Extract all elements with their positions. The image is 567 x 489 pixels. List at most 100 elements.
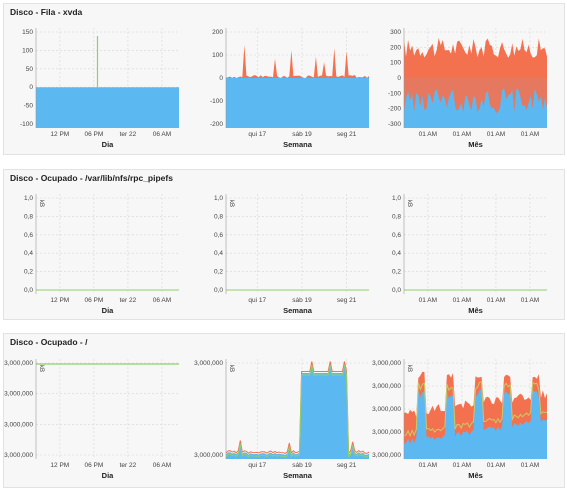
x-axis-label: Dia (102, 306, 115, 315)
x-tick-label: qui 17 (248, 297, 266, 304)
x-tick-label: sáb 19 (292, 297, 312, 304)
y-tick-label: -100 (388, 90, 401, 97)
x-tick-label: qui 17 (248, 131, 266, 138)
unit-label: kB (228, 200, 234, 207)
y-tick-label: 150 (22, 29, 33, 36)
chart-svg: 150 100 50 0 -50 -100 12 PM 06 PM ter 22 06 AM Dia (20, 28, 179, 149)
series-area-blue (36, 87, 179, 128)
y-tick-label: 3,000,000 (372, 406, 401, 413)
x-tick-label: 01 AM (487, 297, 505, 304)
y-tick-label: 0,2 (214, 269, 223, 276)
chart-svg: 1,0 0,8 0,6 0,4 0,2 0,0 12 PM 06 PM ter 22 06 AM k… (24, 194, 179, 315)
unit-label: kB (406, 365, 412, 372)
x-axis-label: Dia (102, 471, 115, 480)
y-tick-label: 100 (390, 60, 401, 67)
chart-0-2: 300 200 100 0 -100 -200 -300 01 AM 01 AM 01 AM 01 … (368, 20, 551, 149)
y-tick-label: 3,000,000 (4, 360, 33, 367)
chart-0-0: 150 100 50 0 -50 -100 12 PM 06 PM ter 22 06 AM Dia (0, 20, 183, 149)
series-line-red (225, 361, 370, 455)
y-tick-label: 1,0 (392, 195, 401, 202)
y-tick-label: 0,6 (392, 232, 401, 239)
series-area-blue (226, 78, 369, 128)
x-axis-label: Semana (283, 306, 313, 315)
chart-svg: 3,000,000 3,000,000 3,000,000 3,000,000 12 P… (4, 359, 179, 480)
series-line-green (225, 364, 370, 458)
y-tick-label: 3,000,000 (194, 452, 223, 459)
chart-2-0: 3,000,000 3,000,000 3,000,000 3,000,000 12 P… (0, 351, 183, 480)
chart-svg: 1,0 0,8 0,6 0,4 0,2 0,0 01 AM 01 AM 01 AM 01 AM kB… (392, 194, 547, 315)
x-tick-label: qui 17 (248, 462, 266, 469)
chart-2-2: 3,000,000 3,000,000 3,000,000 3,000,000 3,00… (368, 351, 551, 480)
series-area-blue (404, 389, 547, 459)
y-tick-label: -200 (388, 106, 401, 113)
y-tick-label: 1,0 (24, 195, 33, 202)
y-tick-label: 0,0 (214, 287, 223, 294)
x-axis-label: Mês (468, 140, 483, 149)
y-tick-label: 3,000,000 (372, 429, 401, 436)
chart-1-2: 1,0 0,8 0,6 0,4 0,2 0,0 01 AM 01 AM 01 AM 01 AM kB… (368, 186, 551, 315)
panel-title: Disco - Ocupado - / (10, 337, 88, 347)
y-tick-label: 0,2 (24, 269, 33, 276)
x-tick-label: 01 AM (487, 131, 505, 138)
chart-1-1: 1,0 0,8 0,6 0,4 0,2 0,0 qui 17 sáb 19 seg 21 kB Se… (190, 186, 373, 315)
x-tick-label: sáb 19 (292, 462, 312, 469)
x-tick-label: 01 AM (453, 462, 471, 469)
x-tick-label: 12 PM (50, 462, 69, 469)
x-tick-label: 01 AM (521, 297, 539, 304)
x-tick-label: 01 AM (521, 462, 539, 469)
series-line-green (403, 381, 548, 438)
chart-svg: 3,000,000 3,000,000 qui 17 sáb 19 seg 21 kB Se… (194, 359, 370, 480)
series-area-red (226, 44, 369, 78)
y-tick-label: 0,6 (214, 232, 223, 239)
y-tick-label: 3,000,000 (372, 452, 401, 459)
y-tick-label: -200 (210, 121, 223, 128)
y-tick-label: -50 (24, 103, 34, 110)
x-tick-label: 06 AM (153, 131, 171, 138)
x-axis-label: Mês (468, 471, 483, 480)
x-tick-label: 01 AM (453, 131, 471, 138)
y-tick-label: 50 (26, 66, 34, 73)
y-tick-label: 0,8 (392, 213, 401, 220)
x-tick-label: 01 AM (419, 462, 437, 469)
x-axis-label: Semana (283, 140, 313, 149)
x-axis-label: Dia (102, 140, 115, 149)
x-tick-label: 01 AM (419, 131, 437, 138)
chart-svg: 3,000,000 3,000,000 3,000,000 3,000,000 3,00… (372, 359, 548, 480)
chart-2-1: 3,000,000 3,000,000 qui 17 sáb 19 seg 21 kB Se… (190, 351, 373, 480)
panel-disk-busy-rpc-pipefs: Disco - Ocupado - /var/lib/nfs/rpc_pipef… (3, 169, 565, 320)
y-tick-label: 100 (22, 47, 33, 54)
y-tick-label: 0,6 (24, 232, 33, 239)
y-tick-label: 0 (29, 84, 33, 91)
x-tick-label: 12 PM (50, 131, 69, 138)
x-tick-label: 12 PM (50, 297, 69, 304)
y-tick-label: 0,4 (24, 250, 33, 257)
chart-svg: 300 200 100 0 -100 -200 -300 01 AM 01 AM 01 AM 01 … (388, 28, 547, 149)
panel-title: Disco - Fila - xvda (10, 7, 83, 17)
x-axis-label: Semana (283, 471, 313, 480)
y-tick-label: 100 (212, 52, 223, 59)
x-tick-label: 01 AM (453, 297, 471, 304)
x-tick-label: 01 AM (419, 297, 437, 304)
series-area-red-lower (404, 78, 547, 113)
x-tick-label: ter 22 (120, 131, 137, 138)
x-tick-label: sáb 19 (292, 131, 312, 138)
x-tick-label: ter 22 (120, 462, 137, 469)
y-tick-label: -100 (210, 98, 223, 105)
y-tick-label: -300 (388, 121, 401, 128)
x-tick-label: seg 21 (337, 297, 357, 304)
y-tick-label: 200 (212, 29, 223, 36)
chart-0-1: 200 100 0 -100 -200 qui 17 sáb 19 seg 21 Semana (190, 20, 373, 149)
x-tick-label: 01 AM (521, 131, 539, 138)
y-tick-label: 0,0 (392, 287, 401, 294)
panel-title: Disco - Ocupado - /var/lib/nfs/rpc_pipef… (10, 173, 173, 183)
y-tick-label: 300 (390, 29, 401, 36)
y-tick-label: 0,2 (392, 269, 401, 276)
y-tick-label: 0,8 (24, 213, 33, 220)
y-tick-label: 0 (397, 75, 401, 82)
y-tick-label: 1,0 (214, 195, 223, 202)
unit-label: kB (228, 365, 234, 372)
unit-label: kB (406, 200, 412, 207)
x-tick-label: 06 AM (153, 462, 171, 469)
y-tick-label: 0,0 (24, 287, 33, 294)
chart-1-0: 1,0 0,8 0,6 0,4 0,2 0,0 12 PM 06 PM ter 22 06 AM k… (0, 186, 183, 315)
